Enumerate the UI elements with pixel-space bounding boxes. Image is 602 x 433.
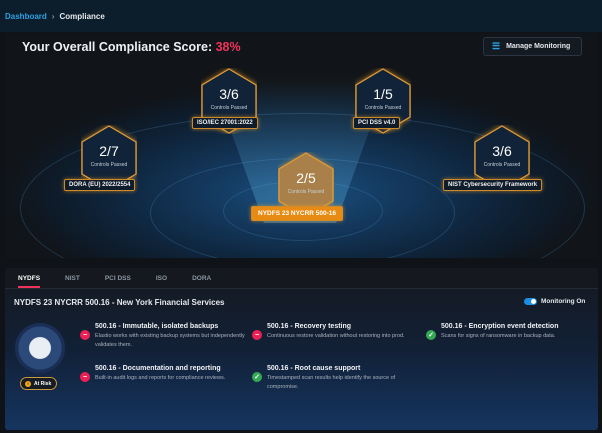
top-bar: Dashboard › Compliance [0,0,602,32]
breadcrumb-dashboard-link[interactable]: Dashboard [5,11,47,21]
control-title: 500.16 - Recovery testing [267,323,352,330]
controls-passed-value: 2/7 [99,143,119,159]
tab-dora[interactable]: DORA [192,275,212,282]
framework-label[interactable]: ISO/IEC 27001:2022 [192,117,258,129]
score-value: 38% [215,40,241,54]
controls-passed-value: 1/5 [373,86,393,102]
framework-label[interactable]: DORA (EU) 2022/2554 [64,179,136,191]
framework-label[interactable]: NIST Cybersecurity Framework [443,179,543,191]
control-description: Timestamped scan results help identify t… [267,375,396,390]
overall-score: Your Overall Compliance Score: 38% [22,40,241,54]
monitoring-toggle[interactable]: Monitoring On [524,298,585,305]
controls-passed-caption: Controls Passed [483,162,521,168]
nydfs-seal-logo [15,323,65,373]
controls-passed-value: 3/6 [219,86,239,102]
status-badge: ! At Risk [20,377,57,390]
framework-hex-card[interactable]: 2/5 Controls Passed [278,152,334,218]
framework-detail-panel: NYDFS NIST PCI DSS ISO DORA NYDFS 23 NYC… [5,268,598,430]
warning-icon: ! [25,380,31,387]
compliance-overview: Your Overall Compliance Score: 38% ☰ Man… [5,33,598,258]
manage-monitoring-button[interactable]: ☰ Manage Monitoring [483,37,582,56]
tab-pci-dss[interactable]: PCI DSS [104,275,131,282]
control-title: 500.16 - Immutable, isolated backups [95,323,219,330]
control-description: Elastio works with existing backup syste… [95,333,245,348]
framework-hex-card[interactable]: 2/7 Controls Passed [81,125,137,191]
controls-passed-caption: Controls Passed [90,162,128,168]
minus-circle-icon: − [80,372,90,382]
control-description: Scans for signs of ransomware in backup … [441,333,556,339]
framework-tabs: NYDFS NIST PCI DSS ISO DORA [5,268,598,289]
chevron-right-icon: › [51,11,55,21]
framework-label[interactable]: PCI DSS v4.0 [353,117,401,129]
manage-monitoring-label: Manage Monitoring [506,43,571,50]
breadcrumb-current: Compliance [59,11,105,21]
monitoring-label: Monitoring On [541,298,586,305]
toggle-switch[interactable] [524,298,537,305]
minus-circle-icon: − [252,330,262,340]
tab-nist[interactable]: NIST [65,275,80,282]
controls-passed-caption: Controls Passed [287,189,325,195]
controls-passed-value: 3/6 [492,143,512,159]
control-description: Continuous restore validation without re… [267,333,405,339]
controls-passed-value: 2/5 [296,170,316,186]
sliders-icon: ☰ [492,41,501,51]
control-item: − 500.16 - Immutable, isolated backups E… [80,323,255,350]
control-title: 500.16 - Documentation and reporting [95,365,221,372]
check-circle-icon: ✓ [426,330,436,340]
controls-passed-caption: Controls Passed [210,105,248,111]
check-circle-icon: ✓ [252,372,262,382]
control-title: 500.16 - Root cause support [267,365,361,372]
control-description: Built-in audit logs and reports for comp… [95,375,226,381]
minus-circle-icon: − [80,330,90,340]
controls-passed-caption: Controls Passed [364,105,402,111]
tab-nydfs[interactable]: NYDFS [18,268,41,288]
control-title: 500.16 - Encryption event detection [441,323,559,330]
control-item: ✓ 500.16 - Encryption event detection Sc… [426,323,598,341]
control-item: − 500.16 - Recovery testing Continuous r… [252,323,427,341]
framework-title: NYDFS 23 NYCRR 500.16 - New York Financi… [14,298,225,307]
control-item: ✓ 500.16 - Root cause support Timestampe… [252,365,427,392]
control-item: − 500.16 - Documentation and reporting B… [80,365,255,383]
tab-iso[interactable]: ISO [155,275,168,282]
framework-label[interactable]: NYDFS 23 NYCRR 500-16 [251,206,344,221]
framework-hex-card[interactable]: 3/6 Controls Passed [474,125,530,191]
